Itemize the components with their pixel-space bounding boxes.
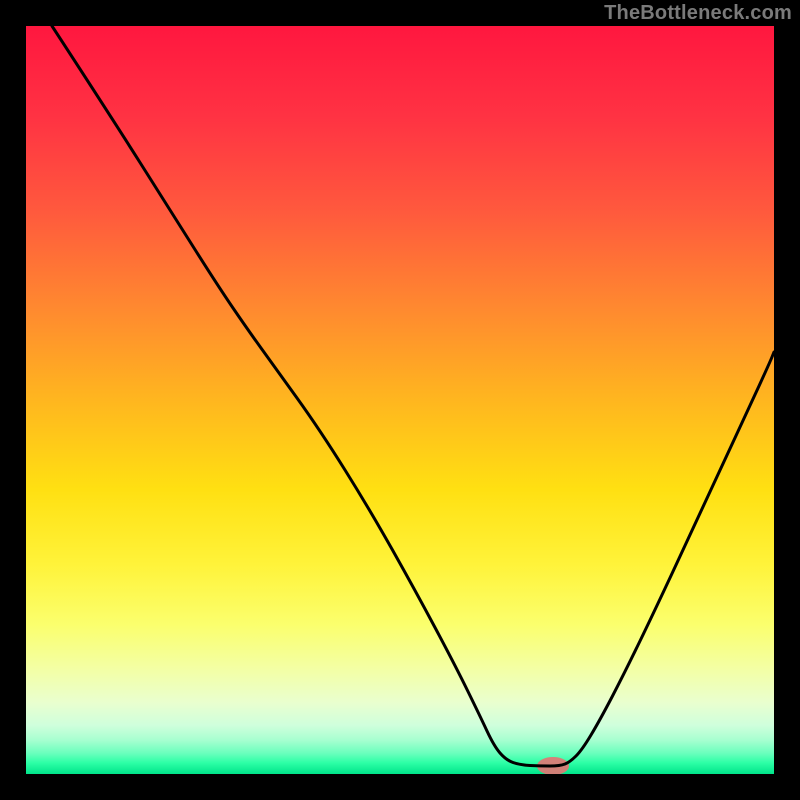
chart-canvas: TheBottleneck.com [0, 0, 800, 800]
watermark-text: TheBottleneck.com [604, 2, 792, 25]
bottleneck-chart [0, 0, 800, 800]
gradient-panel [26, 26, 774, 774]
